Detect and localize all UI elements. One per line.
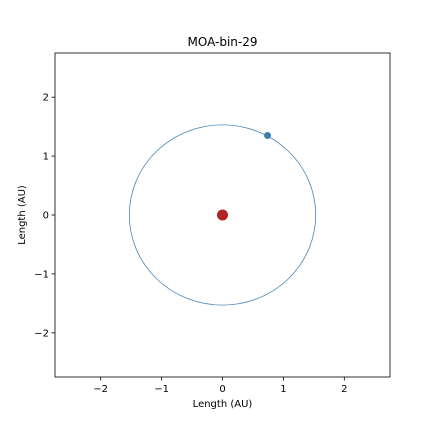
x-tick-label: −2 [93, 384, 108, 395]
host-star-point [217, 209, 228, 221]
chart-title: MOA-bin-29 [187, 35, 257, 49]
planet-point [264, 131, 272, 139]
y-tick-label: 0 [43, 211, 49, 222]
x-tick-label: −1 [154, 384, 169, 395]
axis-ticks: −2 −1 0 1 2 −2 −1 0 1 2 [34, 93, 347, 395]
x-tick-label: 1 [280, 384, 286, 395]
y-axis-title: Length (AU) [17, 185, 28, 245]
y-tick-label: 1 [43, 152, 49, 163]
orbit-layer [128, 124, 317, 306]
y-tick-label: 2 [43, 93, 49, 104]
y-tick-label: −2 [34, 328, 49, 339]
x-axis-title: Length (AU) [193, 399, 253, 410]
x-tick-label: 2 [341, 384, 347, 395]
y-tick-label: −1 [34, 269, 49, 280]
points-layer [217, 131, 272, 221]
x-tick-label: 0 [219, 384, 225, 395]
orbit-ellipse [128, 124, 317, 306]
